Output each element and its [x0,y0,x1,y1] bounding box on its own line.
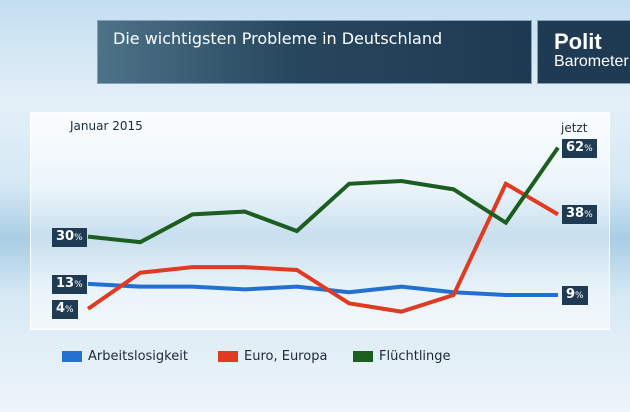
legend-label: Flüchtlinge [379,349,451,364]
logo-line1: Polit [554,29,602,54]
end-value-label: 9% [562,285,588,305]
logo-line2: Barometer [554,53,629,70]
series-line-2 [87,146,560,245]
legend-euro: Euro, Europa [218,349,327,364]
chart-title-bar: Die wichtigsten Probleme in Deutschland [97,20,532,84]
end-label: jetzt [561,121,588,135]
start-value-label: 13% [52,274,87,294]
legend-arbeitslosigkeit: Arbeitslosigkeit [62,349,188,364]
start-label: Januar 2015 [70,119,143,133]
series-line-1 [86,180,560,314]
legend-label: Euro, Europa [244,349,328,364]
politbarometer-logo: Polit Barometer [537,20,630,84]
series-line-0 [87,281,558,297]
legend-swatch [353,351,373,362]
end-value-label: 38% [562,205,597,225]
end-value-label: 62% [562,138,597,158]
chart-title: Die wichtigsten Probleme in Deutschland [113,29,443,48]
legend-swatch [218,351,238,362]
legend-label: Arbeitslosigkeit [88,349,188,364]
start-value-label: 30% [52,227,87,247]
legend-swatch [62,351,82,362]
start-value-label: 4% [52,299,78,319]
legend-fluechtlinge: Flüchtlinge [353,349,451,364]
